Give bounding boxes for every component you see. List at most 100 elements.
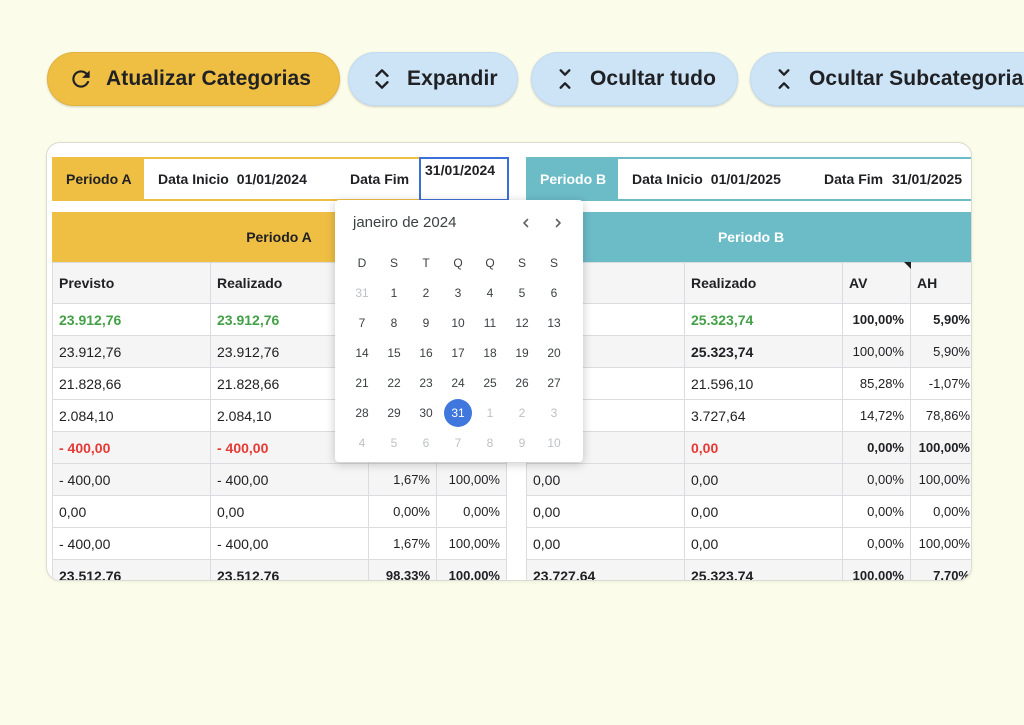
table-cell[interactable]: 100,00% [436,559,507,580]
calendar-day[interactable]: 18 [483,346,497,360]
table-row[interactable]: - 400,00 - 400,00 1,67% 100,00% [52,463,507,496]
calendar-day[interactable]: 21 [355,376,369,390]
table-row[interactable]: 00 21.596,10 85,28% -1,07% [526,367,971,400]
table-cell[interactable]: 0,00% [842,495,911,528]
table-cell[interactable]: - 400,00 [210,527,369,560]
calendar-day[interactable]: 16 [419,346,433,360]
table-cell[interactable]: 2.084,10 [52,399,211,432]
table-cell[interactable]: - 400,00 [210,463,369,496]
table-cell[interactable]: 0,00% [436,495,507,528]
calendar-day[interactable]: 11 [483,316,497,330]
atualizar-categorias-button[interactable]: Atualizar Categorias [47,52,340,106]
table-cell[interactable]: 85,28% [842,367,911,400]
table-cell[interactable]: 100,00% [910,463,971,496]
table-row[interactable]: - 400,00 - 400,00 1,67% 100,00% [52,527,507,560]
table-row[interactable]: 0,00 0,00 0,00% 0,00% [526,495,971,528]
table-cell[interactable]: 100,00% [842,303,911,336]
table-row[interactable]: 23.512,76 23.512,76 98,33% 100,00% [52,559,507,580]
cell-comment-marker[interactable] [904,262,911,269]
next-month-button[interactable] [547,212,569,234]
calendar-day[interactable]: 2 [518,406,526,420]
calendar-day[interactable]: 31 [355,286,369,300]
calendar-day[interactable]: 7 [358,316,366,330]
calendar-day[interactable]: 3 [454,286,462,300]
calendar-day[interactable]: 20 [547,346,561,360]
calendar-day[interactable]: 8 [486,436,494,450]
table-cell[interactable]: 23.912,76 [52,335,211,368]
table-cell[interactable]: 100,00% [842,335,911,368]
calendar-day[interactable]: 17 [451,346,465,360]
data-fim-b-value[interactable]: 31/01/2025 [892,171,963,187]
calendar-day[interactable]: 24 [451,376,465,390]
table-cell[interactable]: 0,00% [910,495,971,528]
calendar-day[interactable]: 30 [419,406,433,420]
table-row[interactable]: 0,00 0,00 0,00% 0,00% [52,495,507,528]
ocultar-subcategorias-button[interactable]: Ocultar Subcategorias [750,52,1024,106]
calendar-day[interactable]: 22 [387,376,401,390]
calendar-day[interactable]: 7 [454,436,462,450]
calendar-day[interactable]: 29 [387,406,401,420]
table-cell[interactable]: 0,00 [52,495,211,528]
table-cell[interactable]: 5,90% [910,335,971,368]
table-row[interactable]: 0,00 0,00% 100,00% [526,431,971,464]
calendar-day[interactable]: 9 [518,436,526,450]
column-header[interactable]: AV [842,262,911,304]
table-cell[interactable]: 78,86% [910,399,971,432]
calendar-day[interactable]: 10 [451,316,465,330]
table-cell[interactable]: 0,00% [842,527,911,560]
table-cell[interactable]: 23.912,76 [52,303,211,336]
calendar-day[interactable]: 1 [486,406,494,420]
table-cell[interactable]: 3.727,64 [684,399,843,432]
calendar-day[interactable]: 1 [390,286,398,300]
table-cell[interactable]: 23.512,76 [210,559,369,580]
calendar-day[interactable]: 14 [355,346,369,360]
calendar-day[interactable]: 19 [515,346,529,360]
table-row[interactable]: 4 25.323,74 100,00% 5,90% [526,335,971,368]
calendar-day[interactable]: 9 [422,316,430,330]
calendar-day[interactable]: 26 [515,376,529,390]
calendar-day[interactable]: 5 [390,436,398,450]
calendar-day[interactable]: 12 [515,316,529,330]
table-cell[interactable]: 0,00 [210,495,369,528]
calendar-day[interactable]: 27 [547,376,561,390]
column-header[interactable]: Realizado [684,262,843,304]
calendar-day[interactable]: 23 [419,376,433,390]
calendar-day[interactable]: 15 [387,346,401,360]
calendar-day[interactable]: 2 [422,286,430,300]
column-header[interactable]: AH [910,262,971,304]
table-cell[interactable]: 21.596,10 [684,367,843,400]
calendar-day[interactable]: 10 [547,436,561,450]
table-cell[interactable]: 0,00 [684,431,843,464]
calendar-day[interactable]: 4 [486,286,494,300]
table-cell[interactable]: 98,33% [368,559,437,580]
table-cell[interactable]: 0,00 [526,495,685,528]
table-row[interactable]: 23.727,64 25.323,74 100,00% 7,70% [526,559,971,580]
table-cell[interactable]: 0,00 [684,495,843,528]
table-row[interactable]: 0,00 0,00 0,00% 100,00% [526,463,971,496]
calendar-day[interactable]: 6 [550,286,558,300]
data-inicio-a-value[interactable]: 01/01/2024 [236,171,307,187]
previous-month-button[interactable] [515,212,537,234]
table-cell[interactable]: 0,00% [368,495,437,528]
table-cell[interactable]: 0,00 [526,527,685,560]
data-inicio-b-value[interactable]: 01/01/2025 [710,171,781,187]
calendar-day-selected[interactable]: 31 [442,398,474,428]
calendar-day[interactable]: 13 [547,316,561,330]
ocultar-tudo-button[interactable]: Ocultar tudo [531,52,738,106]
calendar-day[interactable]: 3 [550,406,558,420]
table-cell[interactable]: 25.323,74 [684,335,843,368]
table-cell[interactable]: 14,72% [842,399,911,432]
table-cell[interactable]: 0,00 [684,527,843,560]
table-cell[interactable]: - 400,00 [52,463,211,496]
data-fim-a-input[interactable]: 31/01/2024 [419,157,509,201]
table-row[interactable]: 3.727,64 14,72% 78,86% [526,399,971,432]
table-cell[interactable]: -1,07% [910,367,971,400]
table-cell[interactable]: 0,00 [526,463,685,496]
table-cell[interactable]: 0,00% [842,431,911,464]
table-cell[interactable]: 100,00% [910,431,971,464]
table-cell[interactable]: 1,67% [368,463,437,496]
table-cell[interactable]: - 400,00 [52,431,211,464]
table-cell[interactable]: 25.323,74 [684,303,843,336]
table-cell[interactable]: 0,00 [684,463,843,496]
table-cell[interactable]: 1,67% [368,527,437,560]
